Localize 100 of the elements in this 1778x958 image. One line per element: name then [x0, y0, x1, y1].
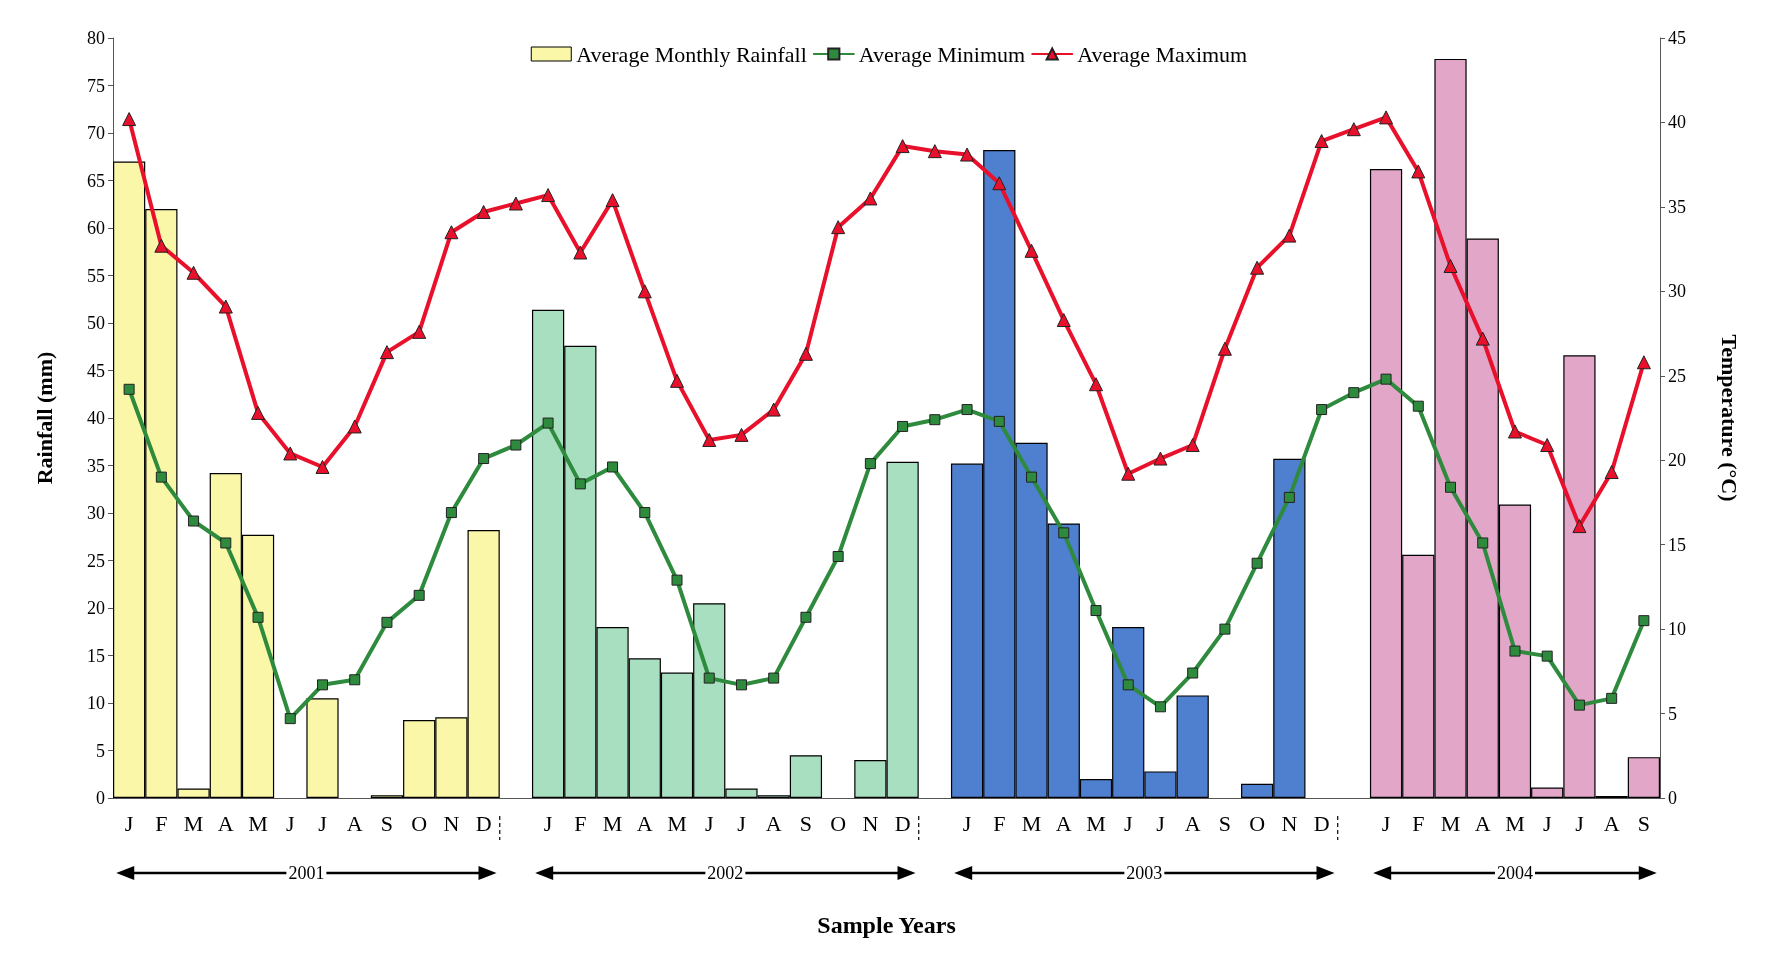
point — [444, 225, 459, 240]
point — [895, 139, 910, 154]
point — [1314, 134, 1329, 149]
x-tick-label: J — [1156, 810, 1166, 836]
point — [768, 672, 780, 684]
point — [573, 245, 588, 260]
point — [510, 439, 522, 451]
point — [413, 589, 425, 601]
y-tick-label: 20 — [87, 598, 105, 618]
legend-label: Average Maximum — [1077, 41, 1248, 67]
legend-label: Average Minimum — [858, 41, 1026, 67]
point — [1282, 228, 1297, 243]
x-tick-label: J — [962, 810, 972, 836]
x-tick-label: M — [602, 810, 623, 836]
point — [766, 402, 781, 417]
x-tick-label: A — [1474, 810, 1491, 836]
point — [1477, 537, 1489, 549]
point — [1250, 260, 1265, 275]
point — [992, 176, 1007, 191]
point — [961, 404, 973, 416]
point — [1636, 355, 1651, 370]
point — [315, 459, 330, 474]
y2-axis-title: Temperature (°C) — [1716, 334, 1742, 502]
point — [1346, 122, 1361, 137]
point — [670, 373, 685, 388]
bar — [306, 698, 339, 798]
point — [1445, 481, 1457, 493]
x-tick-label: O — [830, 810, 847, 836]
y-axis-title: Rainfall (mm) — [31, 351, 57, 485]
y2-tick-label: 0 — [1668, 788, 1677, 808]
x-tick-label: N — [862, 810, 879, 836]
y-tick-label: 45 — [87, 360, 105, 381]
point — [1379, 110, 1394, 125]
point — [1283, 491, 1295, 503]
point — [542, 417, 554, 429]
x-tick-label: J — [1575, 810, 1585, 836]
point — [1541, 650, 1553, 662]
point — [508, 196, 523, 211]
y-tick-label: 65 — [87, 170, 105, 191]
x-tick-label: A — [1184, 810, 1201, 836]
point — [1638, 615, 1650, 627]
point — [1412, 400, 1424, 412]
y2-tick-label: 10 — [1668, 619, 1686, 640]
x-tick-label: M — [1086, 810, 1106, 836]
point — [798, 346, 813, 361]
point — [284, 713, 296, 725]
point — [637, 284, 652, 299]
x-tick-label: F — [155, 810, 168, 836]
point — [1507, 424, 1522, 439]
point — [929, 414, 941, 426]
x-tick-label: J — [1123, 810, 1133, 836]
text: 2003 — [1126, 863, 1163, 883]
point — [1251, 557, 1263, 569]
point — [703, 672, 715, 684]
point — [123, 383, 135, 395]
point — [252, 611, 264, 623]
point — [993, 415, 1005, 427]
point — [251, 405, 266, 420]
x-tick-label: J — [1381, 810, 1391, 836]
x-axis-title: Sample Years — [817, 912, 956, 938]
point — [607, 461, 619, 473]
point — [1122, 679, 1134, 691]
x-tick-label: M — [183, 810, 204, 836]
x-tick-label: M — [1505, 810, 1525, 836]
x-tick-label: N — [1281, 810, 1298, 836]
y-tick-label: 5 — [96, 740, 105, 761]
text: 2002 — [707, 863, 744, 883]
x-tick-label: J — [737, 810, 747, 836]
x-tick-label: D — [475, 810, 492, 836]
x-tick-label: J — [318, 810, 328, 836]
y2-tick-label: 20 — [1668, 450, 1686, 471]
point — [671, 574, 683, 586]
y-tick-label: 75 — [87, 75, 105, 96]
x-tick-label: J — [1542, 810, 1552, 836]
point — [639, 507, 651, 519]
point — [1540, 438, 1555, 453]
text: 2001 — [288, 863, 325, 883]
x-tick-label: S — [380, 810, 394, 836]
point — [735, 679, 747, 691]
point — [702, 432, 717, 447]
point — [1604, 465, 1619, 480]
text: 2004 — [1496, 863, 1533, 883]
x-tick-label: A — [636, 810, 653, 836]
point — [186, 265, 201, 280]
point — [1026, 471, 1038, 483]
y2-tick-label: 45 — [1668, 28, 1686, 48]
y-tick-label: 30 — [87, 503, 105, 523]
x-tick-label: M — [667, 810, 687, 836]
point — [379, 345, 394, 360]
y-tick-label: 10 — [87, 693, 105, 713]
point — [1316, 404, 1328, 416]
x-tick-label: M — [1440, 810, 1461, 836]
x-tick-label: A — [346, 810, 363, 836]
point — [154, 238, 169, 253]
x-tick-label: F — [574, 810, 587, 836]
x-tick-label: M — [1021, 810, 1042, 836]
point — [445, 507, 457, 519]
point — [316, 679, 328, 691]
point — [863, 191, 878, 206]
x-tick-label: J — [285, 810, 295, 836]
